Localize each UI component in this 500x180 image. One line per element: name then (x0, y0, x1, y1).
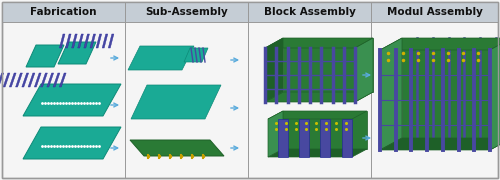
Polygon shape (278, 119, 288, 157)
Polygon shape (283, 111, 367, 149)
Polygon shape (84, 34, 89, 48)
Polygon shape (72, 34, 77, 48)
Polygon shape (380, 38, 402, 150)
Polygon shape (58, 42, 96, 64)
Polygon shape (34, 73, 41, 87)
Polygon shape (53, 73, 60, 87)
Bar (2, 2, 125, 22)
Polygon shape (3, 73, 10, 87)
Polygon shape (28, 73, 35, 87)
Polygon shape (128, 46, 194, 70)
Polygon shape (90, 34, 96, 48)
Polygon shape (380, 38, 500, 50)
Polygon shape (355, 38, 373, 102)
Polygon shape (47, 73, 54, 87)
Polygon shape (23, 127, 121, 159)
Bar (125, 2, 248, 22)
Text: Fabrication: Fabrication (30, 7, 97, 17)
Polygon shape (184, 48, 208, 62)
Polygon shape (342, 119, 351, 157)
Text: Block Assembly: Block Assembly (264, 7, 356, 17)
Polygon shape (66, 34, 71, 48)
Polygon shape (490, 38, 500, 150)
Polygon shape (23, 84, 121, 116)
Text: Modul Assembly: Modul Assembly (386, 7, 482, 17)
Polygon shape (16, 73, 22, 87)
Polygon shape (60, 73, 66, 87)
Polygon shape (0, 73, 4, 87)
Polygon shape (96, 34, 102, 48)
Bar (371, 2, 498, 22)
Polygon shape (265, 38, 373, 48)
Polygon shape (40, 73, 48, 87)
Polygon shape (380, 138, 500, 150)
Polygon shape (268, 111, 367, 119)
Polygon shape (102, 34, 108, 48)
Polygon shape (108, 34, 114, 48)
Polygon shape (22, 73, 29, 87)
Polygon shape (265, 92, 373, 102)
Polygon shape (60, 34, 65, 48)
Polygon shape (130, 140, 224, 156)
Polygon shape (268, 149, 367, 157)
Polygon shape (26, 45, 64, 67)
Polygon shape (320, 119, 330, 157)
Polygon shape (10, 73, 16, 87)
Polygon shape (268, 111, 283, 157)
Polygon shape (283, 38, 373, 92)
Polygon shape (299, 119, 309, 157)
Polygon shape (131, 85, 221, 119)
Bar (248, 2, 371, 22)
Polygon shape (265, 38, 283, 102)
Polygon shape (78, 34, 84, 48)
Text: Sub-Assembly: Sub-Assembly (145, 7, 228, 17)
Polygon shape (402, 38, 500, 138)
